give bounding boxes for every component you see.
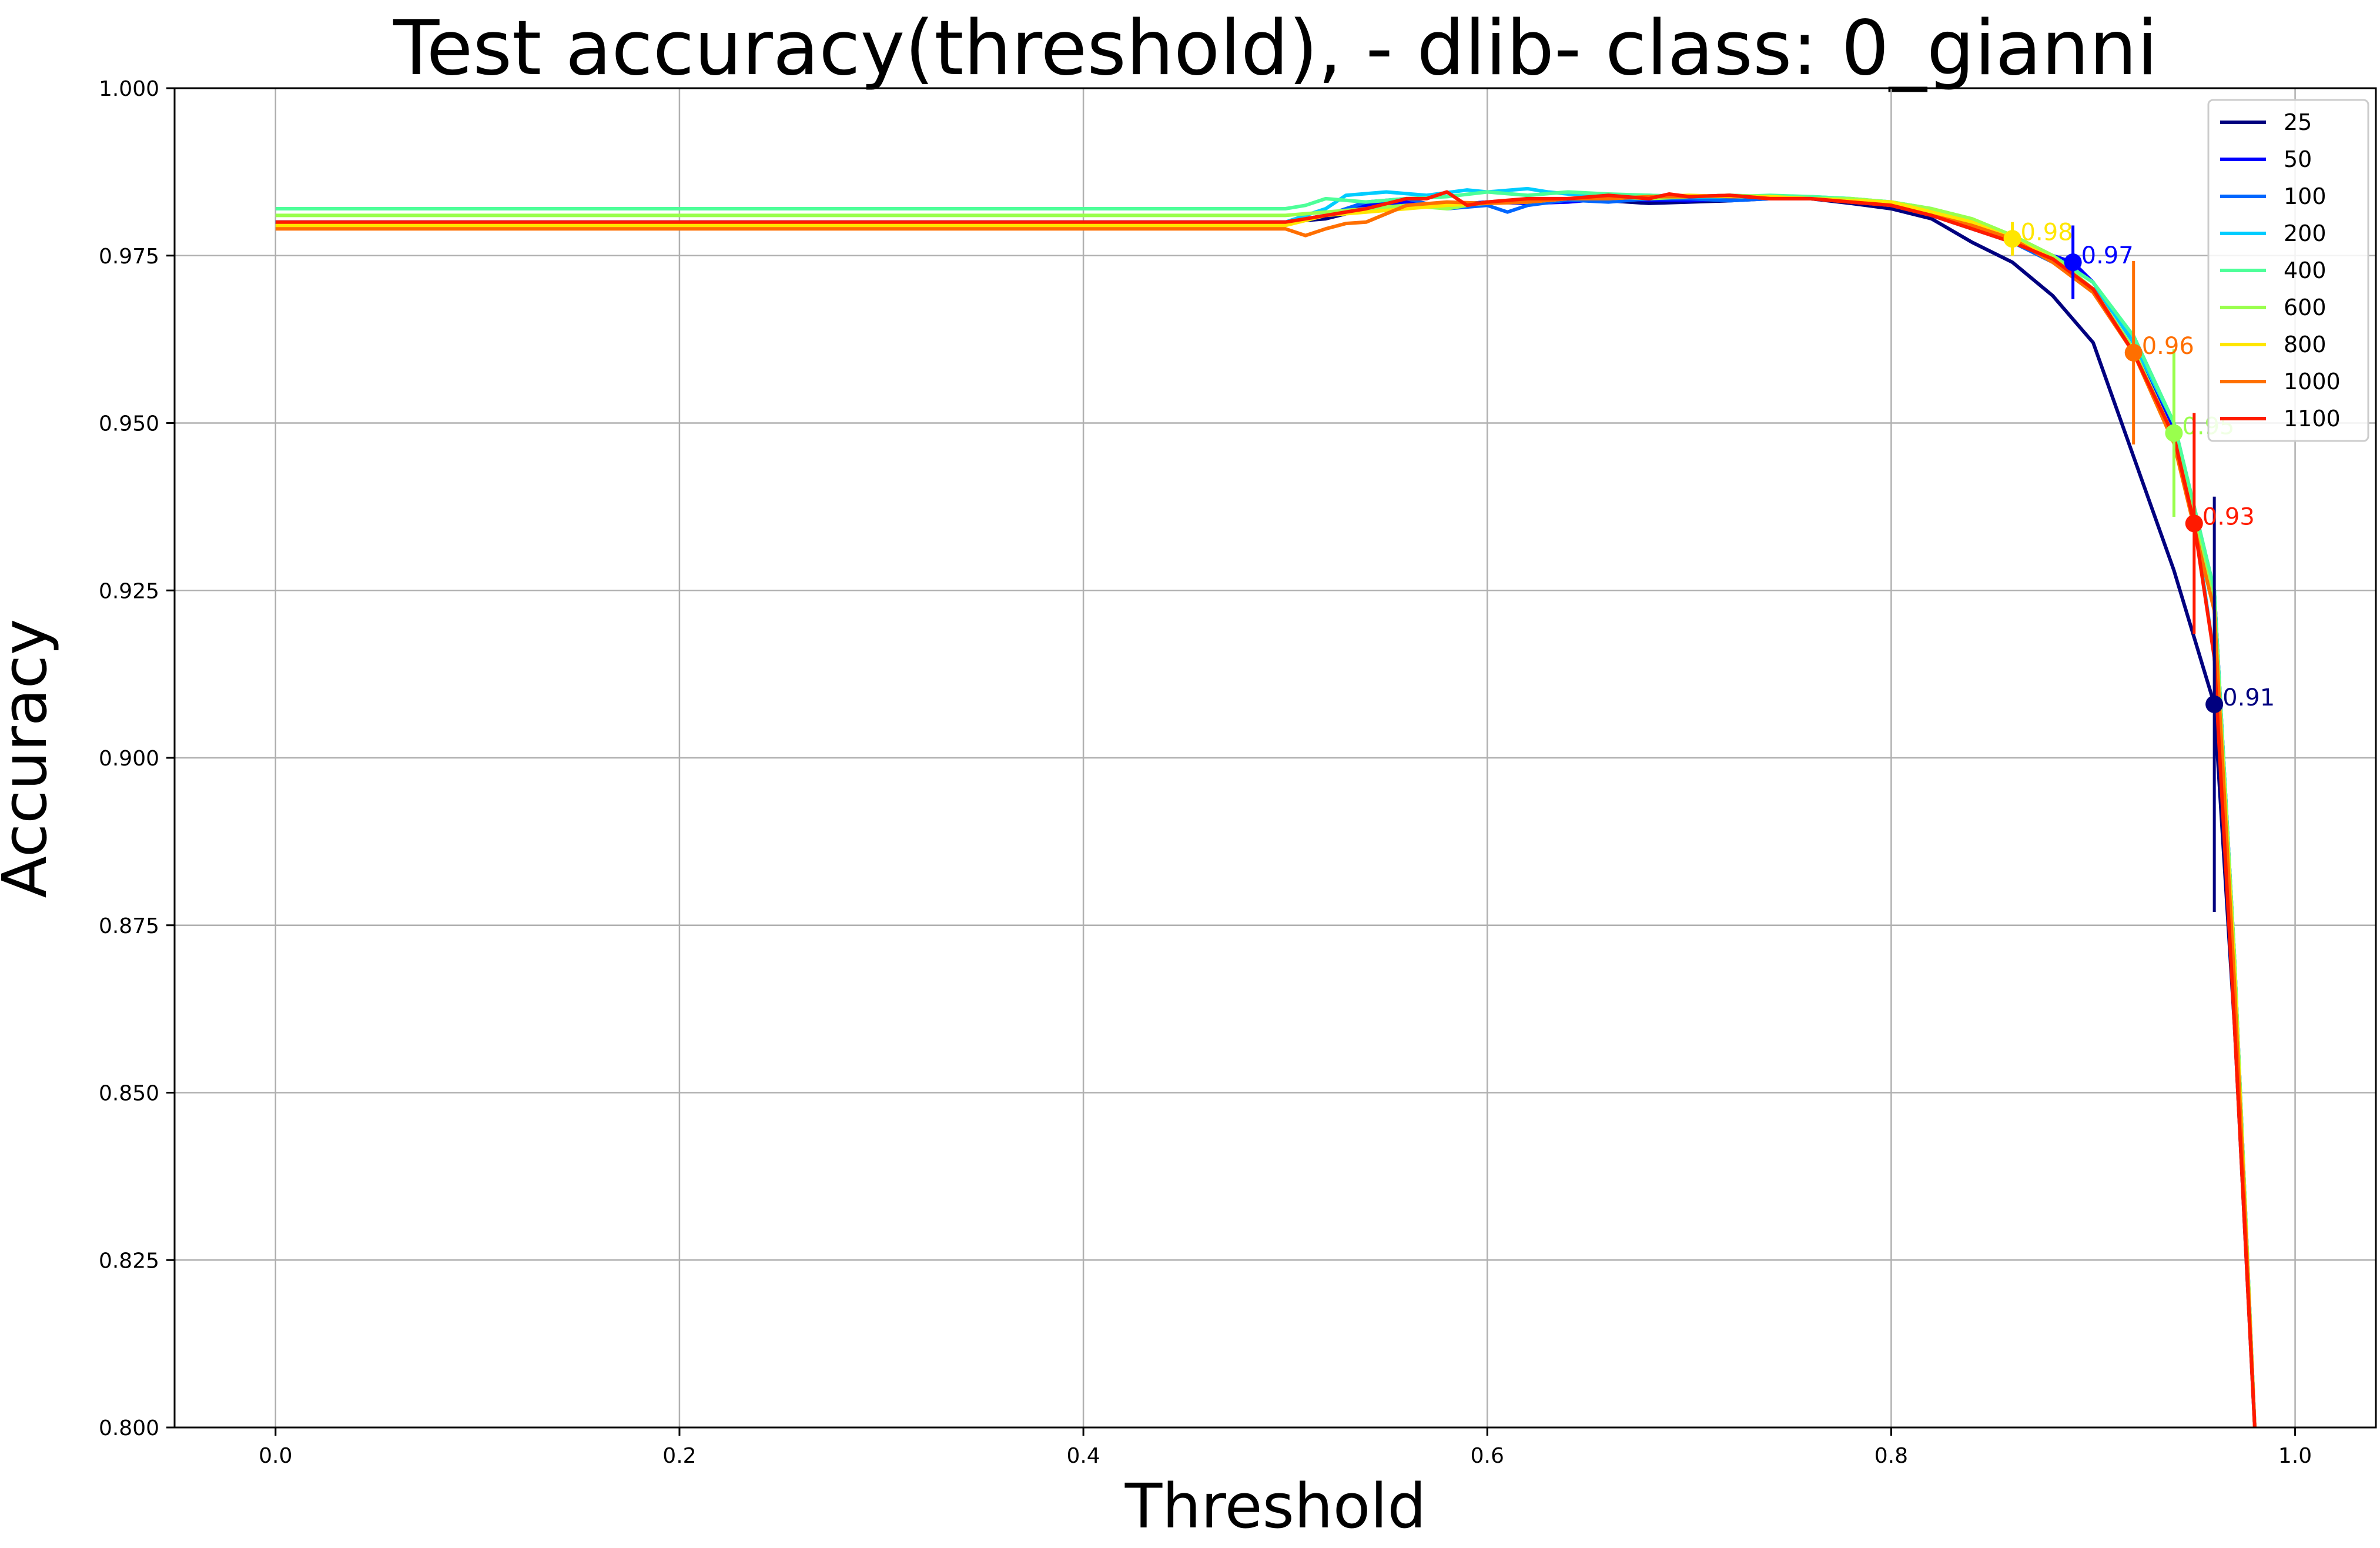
marker-point-50 (2064, 253, 2082, 272)
marker-point-800 (2003, 230, 2021, 248)
x-tick-label: 0.6 (1471, 1444, 1504, 1468)
marker-label-1100: 0.93 (2202, 503, 2255, 530)
legend-box (2207, 99, 2369, 442)
legend-label-1000: 1000 (2284, 369, 2341, 394)
series-line-50 (275, 195, 2257, 1427)
chart-title: Test accuracy(threshold), - dlib- class:… (393, 5, 2158, 92)
y-tick-label: 0.875 (99, 914, 159, 938)
marker-label-50: 0.97 (2081, 242, 2134, 269)
series-line-100 (275, 195, 2257, 1427)
marker-label-1000: 0.96 (2142, 333, 2194, 360)
marker-label-800: 0.98 (2021, 219, 2073, 246)
series-group (275, 186, 2257, 1427)
x-tick-label: 0.2 (662, 1444, 696, 1468)
x-tick-label: 0.8 (1874, 1444, 1908, 1468)
x-axis-label: Threshold (1124, 1470, 1427, 1542)
y-tick-label: 0.825 (99, 1249, 159, 1273)
y-axis-label: Accuracy (0, 619, 61, 898)
marker-point-25 (2205, 695, 2224, 713)
legend-label-800: 800 (2284, 332, 2327, 357)
y-tick-label: 0.800 (99, 1416, 159, 1440)
series-line-1100 (275, 190, 2257, 1427)
y-ticks: 0.800 0.825 0.850 0.875 0.900 0.925 0.950 0.975… (99, 77, 175, 1440)
marker-label-25: 0.91 (2222, 684, 2275, 711)
x-tick-label: 0.0 (259, 1444, 292, 1468)
legend-label-400: 400 (2284, 258, 2327, 283)
marker-point-1100 (2185, 514, 2203, 533)
series-line-25 (275, 196, 2257, 1427)
y-tick-label: 1.000 (99, 77, 159, 101)
series-line-600 (275, 193, 2257, 1427)
legend-label-200: 200 (2284, 220, 2327, 246)
series-line-800 (275, 193, 2257, 1427)
legend-label-1100: 1100 (2284, 406, 2341, 432)
x-tick-label: 0.4 (1066, 1444, 1100, 1468)
y-tick-label: 0.925 (99, 579, 159, 603)
y-tick-label: 0.850 (99, 1082, 159, 1106)
y-tick-label: 0.950 (99, 412, 159, 436)
series-line-400 (275, 190, 2257, 1427)
x-ticks: 0.0 0.2 0.4 0.6 0.8 1.0 (259, 1427, 2312, 1468)
legend-label-600: 600 (2284, 295, 2327, 320)
legend: 25 50 100 200 400 600 800 1000 1100 (2207, 99, 2369, 442)
marker-point-600 (2165, 424, 2183, 442)
legend-label-50: 50 (2284, 146, 2312, 172)
marker-point-1000 (2124, 343, 2143, 362)
legend-label-25: 25 (2284, 109, 2312, 135)
legend-label-100: 100 (2284, 183, 2327, 209)
y-tick-label: 0.975 (99, 245, 159, 269)
y-tick-label: 0.900 (99, 747, 159, 771)
series-line-1000 (275, 193, 2257, 1427)
series-line-200 (275, 186, 2257, 1427)
x-tick-label: 1.0 (2278, 1444, 2312, 1468)
